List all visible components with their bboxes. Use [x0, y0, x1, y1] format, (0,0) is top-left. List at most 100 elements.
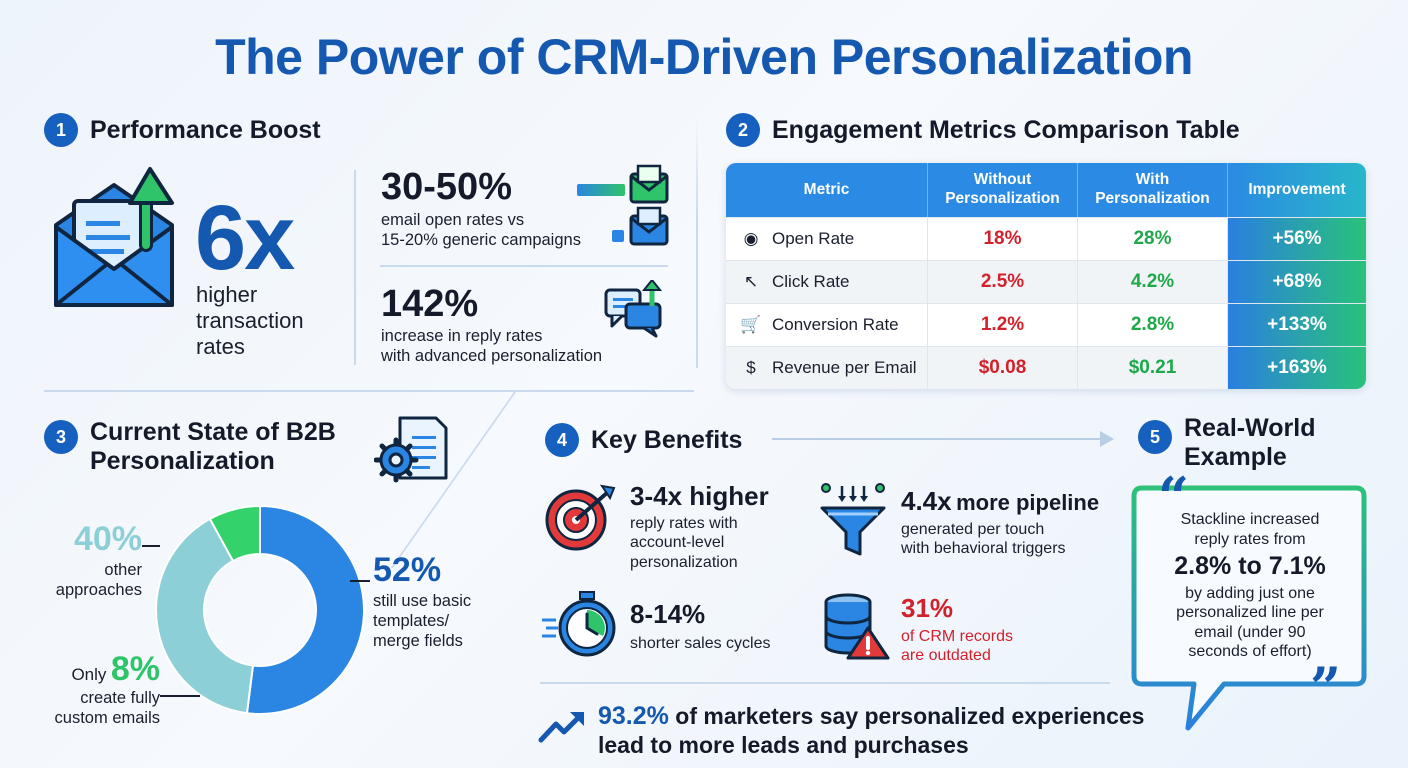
connector-40 — [142, 545, 160, 547]
section2-number: 2 — [726, 113, 760, 147]
section3-title-line2: Personalization — [90, 446, 275, 475]
stopwatch-icon — [542, 591, 616, 657]
stat-reply-rate-value: 142% — [381, 283, 479, 325]
trend-up-icon — [538, 712, 584, 743]
section4-heading: 4 Key Benefits — [545, 423, 742, 457]
segment-52-value: 52% — [373, 551, 442, 589]
benefit-1-line1: reply rates with — [630, 514, 738, 532]
segment-8-line1: create fully — [80, 689, 160, 707]
segment-52-line3: merge fields — [373, 632, 463, 651]
segment-40-value: 40% — [73, 520, 142, 558]
divider-s1-horizontal — [380, 265, 668, 267]
table-header-row: Metric Without Personalization With Pers… — [726, 163, 1366, 217]
document-gear-icon — [374, 416, 448, 483]
benefit-1-line2: account-level — [630, 534, 725, 552]
bar-blue — [612, 230, 624, 242]
section1-heading: 1 Performance Boost — [44, 113, 321, 147]
connector-8 — [160, 695, 200, 697]
benefit-2-line2: with behavioral triggers — [901, 540, 1066, 558]
table-header-improvement: Improvement — [1228, 163, 1366, 217]
stat-open-rate-line2: 15-20% generic campaigns — [381, 231, 581, 250]
table-cell-with: 28% — [1078, 217, 1228, 260]
example-line6: seconds of effort) — [1188, 643, 1312, 661]
benefit-4-value: 31% — [901, 593, 954, 623]
section5-heading: 5 Real-World Example — [1138, 414, 1316, 472]
table-row: $ Revenue per Email $0.08 $0.21 +163% — [726, 346, 1366, 389]
email-open-icon — [629, 164, 669, 246]
section3-title: Current State of B2B Personalization — [90, 418, 336, 476]
big-stat-caption-line1: higher — [196, 282, 258, 307]
table-cell-improvement: +163% — [1228, 346, 1366, 389]
big-stat-6x: 6x — [195, 187, 295, 289]
benefit-4: 31% of CRM records are outdated — [901, 594, 1013, 666]
divider-s4-bottom — [540, 682, 1110, 684]
donut-slice-basic-templates — [245, 504, 365, 715]
table-cell-without: 18% — [928, 217, 1078, 260]
table-row: 🛒 Conversion Rate 1.2% 2.8% +133% — [726, 303, 1366, 346]
example-line3: by adding just one — [1185, 584, 1315, 602]
cart-icon: 🛒 — [740, 315, 762, 335]
stat-reply-rate-line2: with advanced personalization — [381, 347, 603, 366]
table-header-metric: Metric — [726, 163, 928, 217]
donut-slice-other-approaches — [155, 517, 255, 715]
metric-label: Open Rate — [772, 229, 855, 248]
section1-title: Performance Boost — [90, 115, 321, 144]
section5-title: Real-World Example — [1184, 414, 1316, 472]
table-cell-improvement: +68% — [1228, 260, 1366, 303]
big-stat-caption-line3: rates — [196, 333, 245, 359]
table-cell-improvement: +56% — [1228, 217, 1366, 260]
eye-icon: ◉ — [743, 229, 759, 248]
table-cell-metric: 🛒 Conversion Rate — [726, 303, 928, 346]
marketers-stat-value: 93.2% — [598, 702, 669, 730]
table-header-without: Without Personalization — [928, 163, 1078, 217]
table-cell-without: 2.5% — [928, 260, 1078, 303]
table-row: ↖ Click Rate 2.5% 4.2% +68% — [726, 260, 1366, 303]
stat-open-rate-value: 30-50% — [381, 166, 512, 208]
donut-slice-fully-custom — [208, 504, 261, 563]
benefit-4-line1: of CRM records — [901, 627, 1014, 645]
benefit-3: 8-14% shorter sales cycles — [630, 600, 771, 653]
benefit-3-line1: shorter sales cycles — [630, 634, 771, 652]
stat-reply-rate-text: increase in reply rates with advanced pe… — [381, 326, 602, 366]
segment-52-line2: templates/ — [373, 612, 450, 631]
segment-8-label: Only 8% create fully custom emails — [20, 652, 160, 728]
table-header-with: With Personalization — [1078, 163, 1228, 217]
segment-52-line1: still use basic — [373, 592, 472, 610]
divider-horizontal — [44, 390, 694, 392]
divider-s1-vertical — [354, 170, 356, 365]
section1-number: 1 — [44, 113, 78, 147]
table-cell-metric: $ Revenue per Email — [726, 346, 928, 389]
segment-40-line1: other — [104, 561, 142, 579]
benefit-2: 4.4x more pipeline generated per touch w… — [901, 487, 1099, 559]
section3-title-line1: Current State of B2B — [90, 418, 336, 446]
table-cell-with: $0.21 — [1078, 346, 1228, 389]
segment-8-line2: custom emails — [54, 709, 160, 728]
table-cell-metric: ↖ Click Rate — [726, 260, 928, 303]
segment-40-label: 40% other approaches — [30, 522, 142, 600]
table-cell-with: 4.2% — [1078, 260, 1228, 303]
table-cell-with: 2.8% — [1078, 303, 1228, 346]
engagement-metrics-table: Metric Without Personalization With Pers… — [726, 163, 1366, 389]
divider-top-middle — [696, 118, 698, 368]
benefit-1: 3-4x higher reply rates with account-lev… — [630, 482, 769, 572]
database-warning-icon — [824, 593, 890, 660]
table-cell-without: $0.08 — [928, 346, 1078, 389]
quote-open-icon: “ — [1158, 465, 1190, 529]
metric-label: Click Rate — [772, 272, 850, 291]
page-title: The Power of CRM-Driven Personalization — [215, 29, 1193, 85]
target-icon — [545, 484, 616, 551]
section3-number: 3 — [44, 420, 78, 454]
big-stat-caption: higher transaction rates — [196, 282, 304, 360]
section5-number: 5 — [1138, 420, 1172, 454]
dollar-icon: $ — [746, 358, 756, 377]
section5-title-line1: Real-World — [1184, 414, 1316, 442]
section3-heading: 3 Current State of B2B Personalization — [44, 418, 336, 476]
stat-open-rate-text: email open rates vs 15-20% generic campa… — [381, 210, 581, 250]
quote-close-icon: ” — [1310, 655, 1342, 719]
email-growth-icon — [54, 167, 174, 307]
table-cell-improvement: +133% — [1228, 303, 1366, 346]
table-cell-metric: ◉ Open Rate — [726, 217, 928, 260]
segment-8-prefix: Only — [71, 665, 107, 684]
example-line2: reply rates from — [1194, 530, 1306, 548]
segment-8-value: 8% — [110, 650, 160, 688]
